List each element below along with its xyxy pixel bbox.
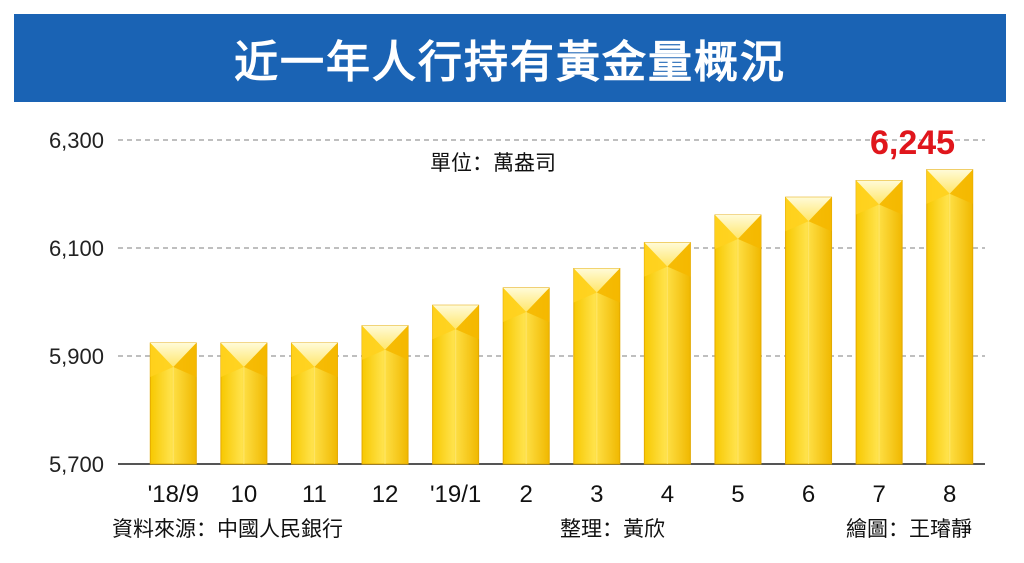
bar [290, 342, 338, 465]
x-tick-label: 7 [872, 481, 885, 508]
x-tick-label: 8 [943, 481, 956, 508]
highlight-value: 6,245 [870, 124, 955, 162]
bar [785, 196, 833, 465]
x-tick-label: 12 [372, 481, 399, 508]
unit-label: 單位：萬盎司 [430, 151, 556, 175]
bar [714, 214, 762, 465]
x-tick-label: 3 [590, 481, 603, 508]
title-banner: 近一年人行持有黃金量概況 [14, 14, 1006, 102]
x-tick-label: 4 [661, 481, 674, 508]
x-tick-label: 10 [231, 481, 258, 508]
bar [573, 268, 621, 465]
bar [149, 342, 197, 465]
source-note: 資料來源：中國人民銀行 [112, 517, 343, 541]
y-tick-label: 6,300 [49, 128, 104, 153]
bar [432, 304, 480, 465]
x-tick-label: 11 [302, 481, 327, 508]
x-tick-label: 2 [520, 481, 533, 508]
y-tick-label: 6,100 [49, 236, 104, 261]
bar [502, 287, 550, 465]
x-tick-label: '18/9 [148, 481, 199, 508]
artist-note: 繪圖：王璿靜 [846, 517, 972, 541]
y-tick-label: 5,700 [49, 452, 104, 477]
bar [361, 325, 409, 465]
x-tick-label: '19/1 [430, 481, 481, 508]
bar [855, 180, 903, 465]
x-tick-label: 5 [731, 481, 744, 508]
x-tick-label: 6 [802, 481, 815, 508]
editor-note: 整理：黃欣 [560, 517, 665, 541]
bar [220, 342, 268, 465]
bar [643, 242, 691, 465]
chart-title: 近一年人行持有黃金量概況 [234, 37, 786, 88]
y-tick-label: 5,900 [49, 344, 104, 369]
bar [926, 169, 974, 465]
